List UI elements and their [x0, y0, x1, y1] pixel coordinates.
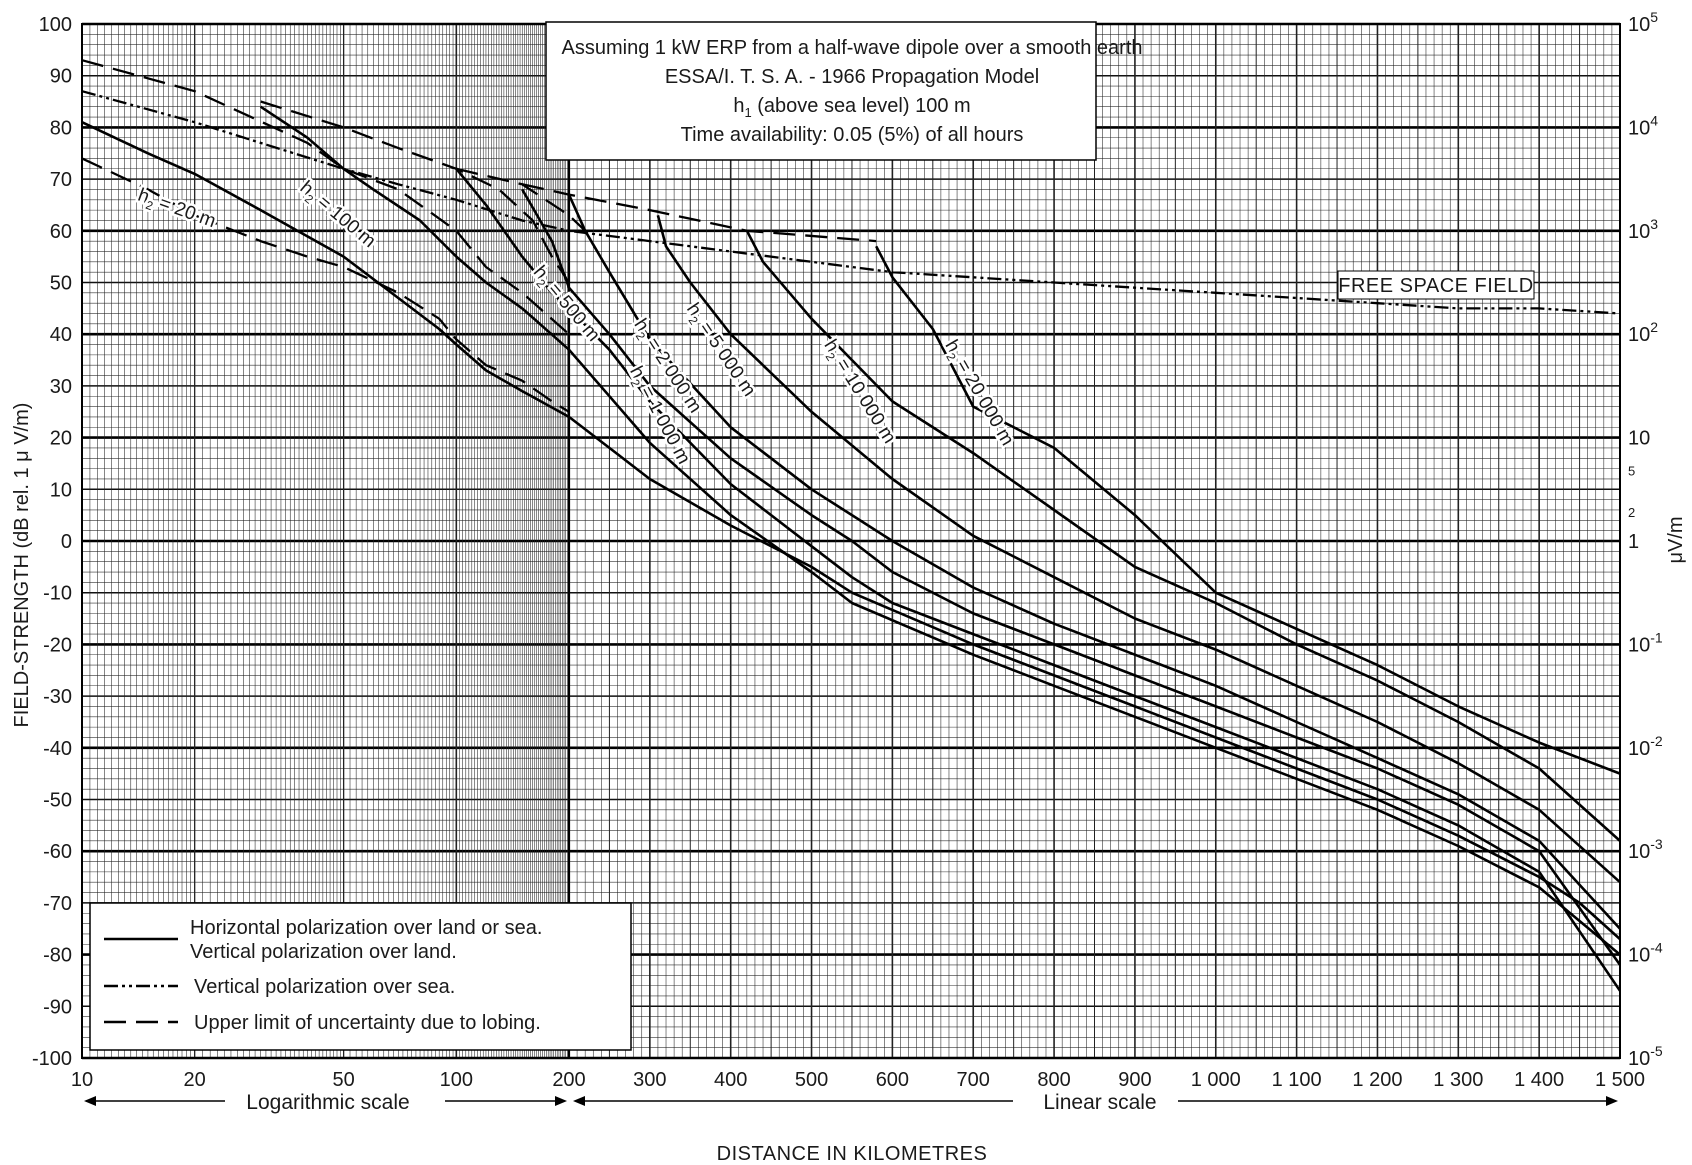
series-layer — [81, 59, 1622, 992]
free-space-label: FREE SPACE FIELD — [1337, 270, 1535, 300]
curve-label-1: h2 = 100 m — [294, 177, 380, 254]
y-tick-label: -60 — [43, 841, 72, 863]
x-tick-label: 500 — [795, 1069, 828, 1091]
y-tick-label: 100 — [39, 14, 72, 36]
x-tick-label: 400 — [714, 1069, 747, 1091]
series-line-4 — [567, 194, 1621, 930]
series-line-8 — [81, 90, 1621, 315]
axes: 1009080706050403020100-10-20-30-40-50-60… — [32, 9, 1663, 1091]
series-line-10 — [81, 59, 570, 336]
legend-dashed-text: Upper limit of uncertainty due to lobing… — [194, 1012, 541, 1034]
x-tick-label: 700 — [957, 1069, 990, 1091]
y-tick-label: -80 — [43, 945, 72, 967]
linear-scale-label: Linear scale — [1043, 1091, 1156, 1114]
y-tick-label: 50 — [50, 273, 72, 295]
right-tick-label: 10-4 — [1628, 940, 1663, 967]
y-axis-right-title: μV/m — [1665, 516, 1687, 563]
x-tick-label: 200 — [552, 1069, 585, 1091]
y-tick-label: 80 — [50, 117, 72, 139]
y-axis-title: FIELD-STRENGTH (dB rel. 1 μ V/m) — [11, 403, 33, 728]
y-tick-label: 20 — [50, 428, 72, 450]
y-tick-label: -100 — [32, 1048, 72, 1070]
curve-label-0: h2 = 20 m — [134, 185, 218, 235]
x-tick-label: 300 — [633, 1069, 666, 1091]
grid — [81, 22, 1621, 1060]
legend-solid-line-1: Horizontal polarization over land or sea… — [190, 917, 542, 939]
x-tick-label: 1 500 — [1595, 1069, 1645, 1091]
y-tick-label: -30 — [43, 686, 72, 708]
right-tick-label: 10 — [1628, 428, 1650, 450]
y-tick-label: 0 — [61, 531, 72, 553]
legend-dashdot-text: Vertical polarization over sea. — [194, 976, 455, 998]
right-tick-label: 5 — [1628, 464, 1635, 479]
series-line-1 — [259, 105, 1621, 956]
x-tick-label: 1 200 — [1352, 1069, 1402, 1091]
x-tick-label: 1 000 — [1191, 1069, 1241, 1091]
curve-label-6: h2 = 10 000 m — [817, 336, 900, 449]
y-tick-label: -90 — [43, 996, 72, 1018]
info-note-3: Time availability: 0.05 (5%) of all hour… — [681, 124, 1024, 146]
x-tick-label: 100 — [440, 1069, 473, 1091]
right-tick-label: 102 — [1628, 319, 1658, 346]
y-tick-label: -40 — [43, 738, 72, 760]
legend: Horizontal polarization over land or sea… — [89, 902, 632, 1051]
x-axis-title: DISTANCE IN KILOMETRES — [717, 1143, 988, 1165]
info-note-2: ESSA/I. T. S. A. - 1966 Propagation Mode… — [665, 66, 1039, 88]
right-tick-label: 104 — [1628, 112, 1658, 139]
right-tick-label: 2 — [1628, 505, 1635, 520]
right-tick-label: 10-3 — [1628, 836, 1663, 863]
y-tick-label: 90 — [50, 66, 72, 88]
x-tick-label: 50 — [333, 1069, 355, 1091]
x-tick-label: 600 — [876, 1069, 909, 1091]
x-tick-label: 900 — [1118, 1069, 1151, 1091]
log-scale-label: Logarithmic scale — [246, 1091, 409, 1114]
y-tick-label: 10 — [50, 479, 72, 501]
legend-solid-line-2: Vertical polarization over land. — [190, 941, 457, 963]
y-tick-label: 40 — [50, 324, 72, 346]
series-line-13 — [521, 183, 877, 243]
series-line-11 — [260, 100, 570, 284]
series-line-2 — [455, 167, 1622, 992]
info-note-1: Assuming 1 kW ERP from a half-wave dipol… — [562, 37, 1143, 59]
info-h1-note: h1 (above sea level) 100 m — [733, 95, 970, 120]
series-line-0 — [81, 121, 1621, 941]
svg-text:FREE SPACE FIELD: FREE SPACE FIELD — [1338, 275, 1533, 297]
series-line-3 — [521, 188, 1622, 966]
x-tick-label: 1 100 — [1272, 1069, 1322, 1091]
x-tick-label: 1 400 — [1514, 1069, 1564, 1091]
x-tick-label: 10 — [71, 1069, 93, 1091]
y-tick-label: -70 — [43, 893, 72, 915]
x-tick-label: 20 — [184, 1069, 206, 1091]
series-line-12 — [456, 167, 586, 232]
series-line-5 — [656, 214, 1621, 884]
right-tick-label: 105 — [1628, 9, 1658, 36]
right-tick-label: 103 — [1628, 216, 1658, 243]
right-tick-label: 10-2 — [1628, 733, 1663, 760]
y-tick-label: 30 — [50, 376, 72, 398]
series-line-6 — [745, 230, 1621, 842]
y-tick-label: -20 — [43, 634, 72, 656]
y-tick-label: 70 — [50, 169, 72, 191]
scale-indicators: Logarithmic scale Linear scale — [84, 1091, 1618, 1114]
y-tick-label: -50 — [43, 790, 72, 812]
series-line-7 — [875, 245, 1621, 775]
right-tick-label: 10-1 — [1628, 629, 1663, 656]
right-tick-label: 1 — [1628, 531, 1639, 553]
curve-label-7: h2 = 20 000 m — [938, 337, 1018, 451]
x-tick-label: 1 300 — [1433, 1069, 1483, 1091]
info-box: Assuming 1 kW ERP from a half-wave dipol… — [545, 21, 1143, 161]
y-tick-label: 60 — [50, 221, 72, 243]
x-tick-label: 800 — [1037, 1069, 1070, 1091]
series-line-9 — [81, 157, 570, 413]
right-tick-label: 10-5 — [1628, 1043, 1663, 1070]
y-tick-label: -10 — [43, 583, 72, 605]
